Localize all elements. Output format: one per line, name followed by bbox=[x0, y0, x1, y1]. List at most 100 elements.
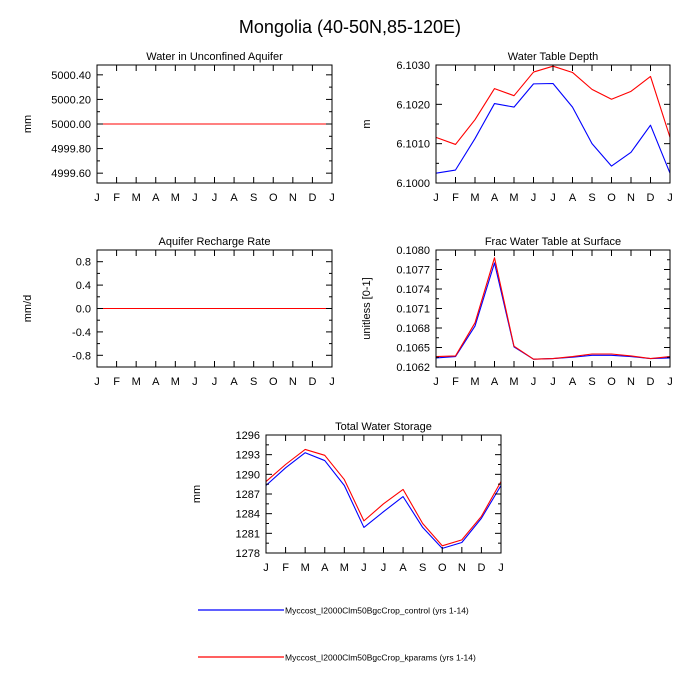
x-tick-label: A bbox=[569, 192, 577, 204]
x-tick-label: S bbox=[250, 192, 257, 204]
x-tick-label: A bbox=[152, 192, 160, 204]
y-tick-label: 5000.40 bbox=[51, 70, 91, 82]
x-tick-label: S bbox=[250, 376, 257, 388]
series-line-kparams bbox=[265, 448, 502, 547]
x-tick-label: A bbox=[491, 376, 499, 388]
x-tick-label: D bbox=[477, 562, 485, 574]
x-tick-label: D bbox=[308, 376, 316, 388]
y-tick-label: 0.0 bbox=[76, 304, 91, 316]
x-tick-label: J bbox=[329, 376, 335, 388]
x-tick-label: J bbox=[531, 192, 537, 204]
x-tick-label: M bbox=[509, 376, 518, 388]
series-line-kparams bbox=[435, 257, 671, 360]
panel-frac-water-table: Frac Water Table at Surface unitless [0-1… bbox=[361, 236, 673, 388]
x-tick-label: O bbox=[607, 376, 616, 388]
panel-title: Aquifer Recharge Rate bbox=[159, 236, 271, 248]
x-tick-label: A bbox=[230, 376, 238, 388]
y-tick-label: 5000.00 bbox=[51, 119, 91, 131]
x-tick-label: J bbox=[212, 376, 218, 388]
y-tick-label: 4999.80 bbox=[51, 144, 91, 156]
y-axis-label: mm bbox=[191, 485, 203, 503]
y-tick-label: 0.1065 bbox=[396, 343, 430, 355]
series-line-kparams bbox=[435, 65, 671, 145]
series-line-control bbox=[265, 452, 502, 549]
x-tick-label: D bbox=[308, 192, 316, 204]
x-tick-label: J bbox=[94, 376, 100, 388]
x-tick-label: J bbox=[433, 376, 439, 388]
x-tick-label: O bbox=[269, 192, 278, 204]
series-line-control bbox=[435, 262, 671, 360]
x-tick-label: A bbox=[152, 376, 160, 388]
x-tick-label: J bbox=[531, 376, 537, 388]
plot-frame bbox=[435, 249, 671, 368]
x-tick-label: J bbox=[263, 562, 269, 574]
y-tick-label: 6.1000 bbox=[396, 178, 430, 190]
x-tick-label: M bbox=[132, 192, 141, 204]
x-tick-label: N bbox=[289, 192, 297, 204]
x-tick-label: S bbox=[419, 562, 426, 574]
x-tick-label: J bbox=[329, 192, 335, 204]
x-tick-label: O bbox=[607, 192, 616, 204]
x-tick-label: N bbox=[289, 376, 297, 388]
x-tick-label: S bbox=[588, 376, 595, 388]
x-tick-label: J bbox=[381, 562, 387, 574]
x-tick-label: M bbox=[132, 376, 141, 388]
x-tick-label: J bbox=[361, 562, 367, 574]
x-tick-label: A bbox=[230, 192, 238, 204]
panel-title: Water in Unconfined Aquifer bbox=[146, 51, 283, 63]
y-axis-label: mm/d bbox=[22, 295, 34, 323]
x-tick-label: M bbox=[171, 376, 180, 388]
x-tick-label: N bbox=[458, 562, 466, 574]
y-tick-label: 6.1010 bbox=[396, 139, 430, 151]
x-tick-label: M bbox=[470, 192, 479, 204]
y-axis-label: unitless [0-1] bbox=[361, 277, 373, 339]
y-axis-label: m bbox=[361, 119, 373, 128]
y-tick-label: 0.1062 bbox=[396, 362, 430, 374]
x-tick-label: M bbox=[301, 562, 310, 574]
x-tick-label: J bbox=[94, 192, 100, 204]
x-tick-label: F bbox=[113, 192, 120, 204]
x-tick-label: F bbox=[452, 192, 459, 204]
x-tick-label: O bbox=[438, 562, 447, 574]
y-tick-label: -0.4 bbox=[72, 327, 91, 339]
y-tick-label: 0.1080 bbox=[396, 245, 430, 257]
panel-title: Water Table Depth bbox=[508, 51, 599, 63]
x-tick-label: J bbox=[550, 192, 556, 204]
y-tick-label: 0.1077 bbox=[396, 265, 430, 277]
x-tick-label: F bbox=[452, 376, 459, 388]
y-tick-label: 5000.20 bbox=[51, 94, 91, 106]
y-tick-label: 1296 bbox=[236, 430, 260, 442]
y-axis-label: mm bbox=[22, 115, 34, 133]
x-tick-label: A bbox=[399, 562, 407, 574]
panel-title: Total Water Storage bbox=[335, 421, 432, 433]
y-tick-label: 0.1071 bbox=[396, 304, 430, 316]
legend-label-control: Myccost_I2000Clm50BgcCrop_control (yrs 1… bbox=[285, 606, 469, 616]
legend: Myccost_I2000Clm50BgcCrop_control (yrs 1… bbox=[198, 606, 476, 663]
y-tick-label: 0.1068 bbox=[396, 323, 430, 335]
x-tick-label: F bbox=[282, 562, 289, 574]
x-tick-label: A bbox=[491, 192, 499, 204]
y-tick-label: 1284 bbox=[236, 509, 260, 521]
x-tick-label: M bbox=[340, 562, 349, 574]
series-line-control bbox=[435, 82, 671, 174]
x-tick-label: J bbox=[212, 192, 218, 204]
y-tick-label: 0.1074 bbox=[396, 284, 430, 296]
y-tick-label: 1281 bbox=[236, 528, 260, 540]
y-tick-label: 1278 bbox=[236, 548, 260, 560]
x-tick-label: J bbox=[192, 192, 198, 204]
x-tick-label: J bbox=[550, 376, 556, 388]
x-tick-label: J bbox=[667, 192, 673, 204]
x-tick-label: D bbox=[647, 376, 655, 388]
x-tick-label: D bbox=[647, 192, 655, 204]
x-tick-label: S bbox=[588, 192, 595, 204]
x-tick-label: A bbox=[569, 376, 577, 388]
x-tick-label: N bbox=[627, 376, 635, 388]
x-tick-label: J bbox=[192, 376, 198, 388]
x-tick-label: J bbox=[667, 376, 673, 388]
